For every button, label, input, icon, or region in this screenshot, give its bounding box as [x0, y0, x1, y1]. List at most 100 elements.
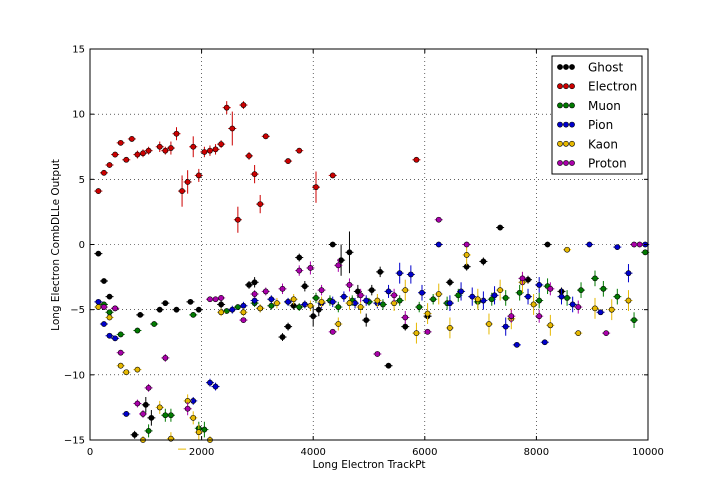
- muon-point: [536, 297, 543, 304]
- electron-point: [201, 149, 208, 155]
- ghost-point: [368, 287, 375, 294]
- pion-point: [625, 270, 632, 277]
- kaon-point: [463, 252, 470, 258]
- proton-point: [575, 304, 582, 310]
- pion-point: [407, 271, 414, 278]
- ghost-point: [279, 334, 286, 340]
- electron-point: [112, 151, 119, 158]
- kaon-point: [290, 296, 297, 303]
- ghost-point: [95, 250, 102, 257]
- electron-point: [240, 102, 247, 108]
- ghost-point: [137, 311, 144, 318]
- pion-point: [285, 298, 291, 305]
- kaon-point: [307, 302, 314, 309]
- pion-point: [212, 383, 219, 390]
- kaon-point: [190, 414, 197, 421]
- muon-point: [380, 301, 386, 308]
- kaon-point: [274, 300, 280, 307]
- muon-point: [396, 297, 403, 304]
- kaon-legend-label: Kaon: [588, 137, 618, 151]
- kaon-point: [257, 305, 264, 312]
- electron-point: [329, 172, 336, 179]
- pion-point: [435, 241, 442, 248]
- ghost-point: [497, 224, 504, 231]
- ghost-point: [338, 257, 344, 264]
- proton-point: [374, 351, 381, 357]
- pion-point: [597, 309, 604, 316]
- proton-point: [145, 384, 152, 391]
- pion-point: [586, 241, 593, 248]
- muon-point: [335, 304, 342, 310]
- muon-legend-label: Muon: [588, 99, 621, 113]
- pion-point: [502, 323, 509, 330]
- proton-point: [318, 287, 325, 294]
- pion-point: [112, 335, 119, 342]
- proton-point: [117, 349, 124, 356]
- proton-legend-marker: [569, 160, 575, 166]
- electron-point: [123, 156, 130, 163]
- ghost-point: [173, 306, 180, 313]
- pion-legend-marker: [563, 121, 569, 128]
- axis-ticks: 0 2000 4000 6000 8000 10000 −15 −10 −5 0 5 10 15: [64, 45, 664, 459]
- ghost-legend-marker: [557, 64, 563, 70]
- proton-point: [463, 241, 470, 248]
- kaon-point: [195, 429, 202, 436]
- pion-point: [513, 341, 520, 348]
- proton-point: [134, 400, 141, 407]
- pion-point: [385, 288, 392, 295]
- proton-point: [262, 288, 269, 295]
- proton-point: [402, 314, 409, 321]
- kaon-point: [530, 301, 537, 308]
- kaon-point: [486, 321, 492, 327]
- ghost-point: [301, 283, 308, 290]
- ghost-point: [296, 254, 303, 261]
- kaon-point: [413, 330, 420, 337]
- pion-legend-marker: [557, 121, 563, 128]
- x-tick-label: 6000: [412, 447, 437, 458]
- kaon-point: [117, 362, 124, 369]
- pion-point: [95, 298, 102, 305]
- electron-point: [296, 147, 303, 154]
- muon-point: [430, 296, 437, 303]
- pion-point: [491, 292, 498, 299]
- ghost-point: [251, 279, 258, 286]
- muon-point: [134, 327, 141, 334]
- proton-point: [240, 317, 247, 323]
- pion-point: [541, 339, 548, 346]
- muon-point: [145, 427, 152, 434]
- ghost-point: [156, 306, 163, 313]
- y-tick-label: 15: [72, 45, 85, 56]
- ghost-point: [402, 323, 409, 330]
- kaon-legend-marker: [557, 140, 563, 147]
- x-tick-label: 0: [87, 447, 93, 458]
- proton-point: [547, 285, 554, 292]
- pion-point: [240, 302, 247, 309]
- ghost-point: [544, 241, 551, 248]
- ghost-point: [447, 279, 453, 286]
- muon-point: [516, 289, 523, 296]
- pion-point: [363, 297, 370, 304]
- muon-point: [502, 295, 509, 301]
- muon-point: [201, 426, 208, 433]
- electron-point: [179, 188, 185, 194]
- ghost-point: [131, 431, 138, 438]
- proton-point: [335, 262, 342, 269]
- kaon-point: [592, 305, 598, 312]
- kaon-point: [346, 300, 353, 307]
- y-tick-label: −5: [70, 305, 85, 316]
- ghost-point: [106, 293, 113, 300]
- y-axis-label: Long Electron CombDLLe Output: [50, 159, 62, 331]
- kaon-point: [424, 310, 431, 317]
- proton-point: [346, 282, 353, 288]
- pion-point: [207, 379, 213, 386]
- ghost-point: [148, 414, 155, 421]
- electron-point: [101, 169, 107, 176]
- muon-point: [564, 295, 570, 301]
- proton-point: [112, 305, 119, 312]
- electron-point: [106, 162, 113, 168]
- kaon-point: [547, 322, 554, 329]
- ghost-legend-marker: [563, 64, 569, 70]
- electron-point: [168, 145, 174, 151]
- x-axis-label: Long Electron TrackPt: [312, 459, 425, 471]
- pion-point: [106, 332, 113, 339]
